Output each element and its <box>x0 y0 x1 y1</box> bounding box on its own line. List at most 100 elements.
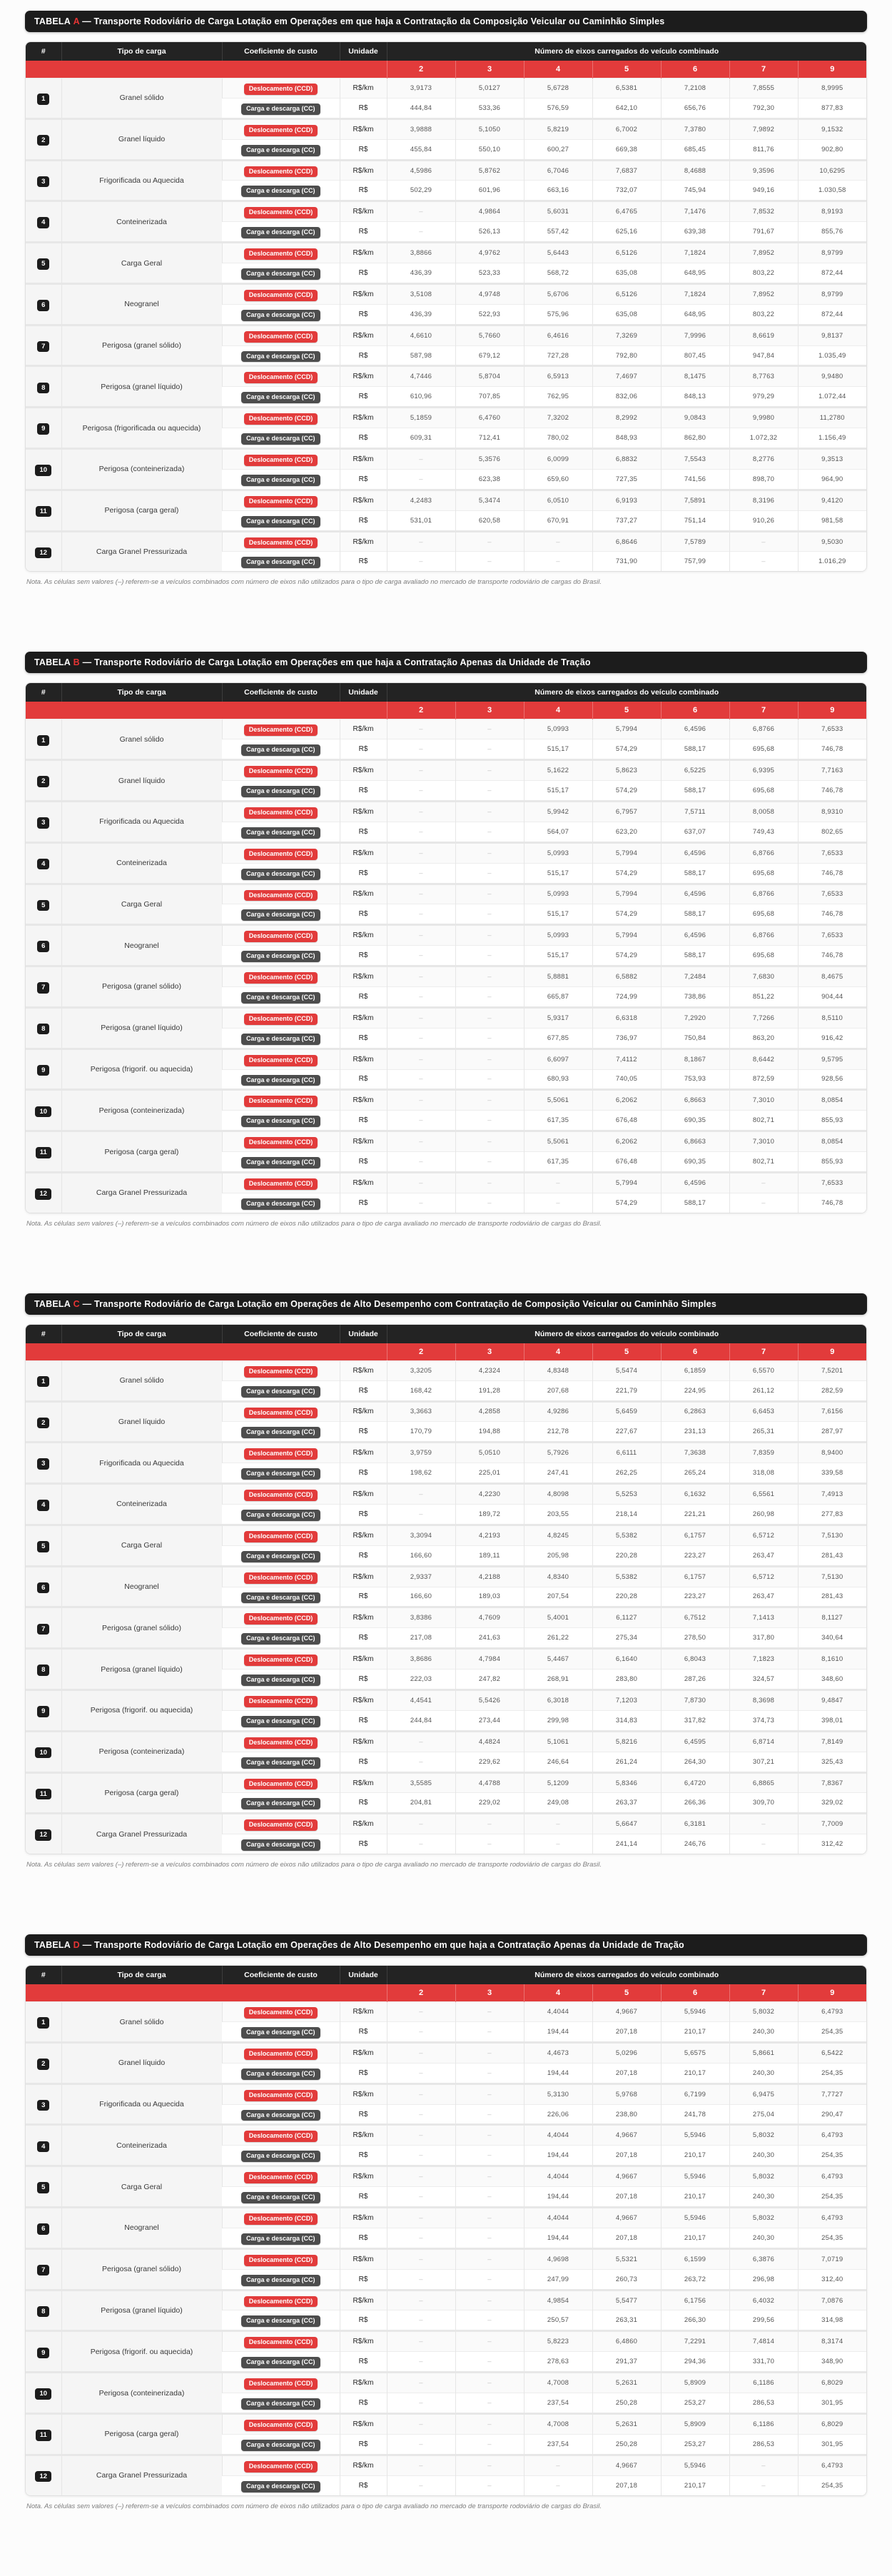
ccd-value: 6,5422 <box>797 2041 866 2064</box>
ccd-value: – <box>729 1812 798 1834</box>
cc-value: 695,68 <box>729 780 798 802</box>
cc-badge: Carga e descarga (CC) <box>240 433 320 445</box>
ccd-badge: Deslocamento (CCD) <box>243 2378 318 2390</box>
col-header-number: # <box>26 42 61 61</box>
cc-value: 314,83 <box>592 1709 661 1732</box>
ccd-value: 5,5253 <box>592 1483 661 1505</box>
ccd-value: – <box>386 1171 455 1193</box>
cc-value: 642,10 <box>592 97 661 119</box>
cc-value: 261,22 <box>523 1627 592 1649</box>
ccd-value: 5,0510 <box>455 1441 524 1463</box>
ccd-value: – <box>455 2247 524 2270</box>
ccd-value: 4,4673 <box>523 2041 592 2064</box>
ccd-value: 7,5891 <box>660 488 729 511</box>
cc-value: 296,98 <box>729 2268 798 2290</box>
coefficient-cell: Carga e descarga (CC) <box>222 1627 340 1649</box>
cc-value: 194,44 <box>523 2021 592 2043</box>
ccd-value: 3,5108 <box>386 282 455 305</box>
coefficient-cell: Deslocamento (CCD) <box>221 1006 340 1029</box>
cc-badge: Carga e descarga (CC) <box>240 744 320 757</box>
cc-value: – <box>455 1834 524 1854</box>
cc-value: 757,99 <box>660 551 729 572</box>
ccd-value: – <box>455 719 524 739</box>
cc-value: 656,76 <box>660 97 729 119</box>
table-row-ccd: 11 Perigosa (carga geral) Deslocamento (… <box>26 488 866 532</box>
axle-count-9: 9 <box>797 1984 866 2002</box>
cargo-type-label: Perigosa (conteinerizada) <box>61 2371 222 2414</box>
unit-label-km: R$/km <box>339 530 387 552</box>
ccd-badge: Deslocamento (CCD) <box>243 1448 318 1460</box>
pricing-table: # Tipo de carga Coeficiente de custo Uni… <box>26 1324 866 1854</box>
cc-value: 231,13 <box>660 1421 729 1443</box>
cc-value: 862,80 <box>660 428 729 449</box>
cc-value: 502,29 <box>386 180 455 201</box>
row-number-cell: 12 <box>26 530 61 572</box>
cargo-type-label: Perigosa (granel sólido) <box>61 2247 222 2290</box>
unit-label-km: R$/km <box>339 1565 387 1587</box>
cc-badge: Carga e descarga (CC) <box>240 2151 320 2163</box>
coefficient-cell: Deslocamento (CCD) <box>221 1171 340 1193</box>
cargo-type-label: Perigosa (frigorif. ou aquecida) <box>61 1047 222 1090</box>
cc-value: 623,20 <box>592 821 661 843</box>
cargo-type-label: Perigosa (carga geral) <box>61 2412 222 2455</box>
cc-badge: Carga e descarga (CC) <box>240 786 320 797</box>
cc-value: – <box>455 1069 524 1090</box>
row-number-badge: 8 <box>37 382 50 394</box>
cc-value: 220,28 <box>592 1545 661 1567</box>
ccd-value: 8,3698 <box>729 1689 798 1711</box>
ccd-value: 5,9768 <box>592 2082 661 2105</box>
cc-value: 229,02 <box>455 1792 524 1814</box>
row-number-badge: 4 <box>37 1500 50 1511</box>
ccd-value: 8,9995 <box>797 78 866 99</box>
ccd-value: 3,9759 <box>386 1441 455 1463</box>
ccd-value: 6,8663 <box>660 1089 729 1111</box>
row-number-cell: 11 <box>26 1771 61 1814</box>
coefficient-cell: Deslocamento (CCD) <box>221 1606 340 1628</box>
ccd-badge: Deslocamento (CCD) <box>243 495 318 507</box>
unit-label-km: R$/km <box>339 1606 387 1628</box>
cc-value: 522,93 <box>455 303 524 325</box>
cc-value: 670,91 <box>523 510 592 532</box>
ccd-value: 5,6647 <box>592 1812 661 1834</box>
ccd-value: 9,5795 <box>797 1047 866 1070</box>
cc-badge: Carga e descarga (CC) <box>240 2398 320 2410</box>
cc-value: 207,18 <box>592 2475 661 2495</box>
row-number-badge: 1 <box>37 734 50 747</box>
cc-value: – <box>386 1151 455 1173</box>
row-number-badge: 7 <box>37 1623 50 1635</box>
cc-value: 254,35 <box>797 2475 866 2495</box>
coefficient-cell: Deslocamento (CCD) <box>221 1360 340 1381</box>
table-row-cc: Carga e descarga (CC) R$ 444,84 533,36 5… <box>26 97 866 119</box>
ccd-badge: Deslocamento (CCD) <box>243 1778 318 1790</box>
cc-value: – <box>386 739 455 760</box>
ccd-value: 6,1757 <box>660 1523 729 1546</box>
cc-badge: Carga e descarga (CC) <box>240 2192 320 2204</box>
ccd-value: – <box>386 2288 455 2310</box>
cc-value: 254,35 <box>797 2145 866 2166</box>
row-number-badge: 5 <box>37 899 50 911</box>
cargo-type-label: Granel sólido <box>61 78 222 119</box>
ccd-value: 6,4720 <box>660 1771 729 1793</box>
table-row-ccd: 5 Carga Geral Deslocamento (CCD) R$/km 3… <box>26 1523 866 1567</box>
ccd-value: – <box>386 200 455 222</box>
cc-value: 635,08 <box>592 303 661 325</box>
cc-value: 210,17 <box>660 2145 729 2166</box>
table-row-ccd: 10 Perigosa (conteinerizada) Deslocament… <box>26 2371 866 2414</box>
ccd-value: 6,4860 <box>592 2330 661 2352</box>
cargo-type-label: Perigosa (granel sólido) <box>61 965 222 1008</box>
axle-count-3: 3 <box>455 1343 524 1361</box>
cc-value: 587,98 <box>386 345 455 366</box>
column-header-row: # Tipo de carga Coeficiente de custo Uni… <box>26 42 866 61</box>
ccd-value: 5,8219 <box>523 117 592 140</box>
cc-badge: Carga e descarga (CC) <box>240 2068 320 2080</box>
table-row-ccd: 2 Granel líquido Deslocamento (CCD) R$/k… <box>26 759 866 802</box>
table-row-ccd: 3 Frigorificada ou Aquecida Deslocamento… <box>26 2082 866 2125</box>
ccd-value: 6,8663 <box>660 1130 729 1152</box>
ccd-value: 5,8762 <box>455 158 524 181</box>
cc-value: 227,67 <box>592 1421 661 1443</box>
axle-count-5: 5 <box>592 1984 661 2002</box>
ccd-value: 5,7994 <box>592 1171 661 1193</box>
cc-value: 515,17 <box>523 739 592 760</box>
ccd-value: – <box>455 2412 524 2435</box>
ccd-value: 9,9480 <box>797 365 866 387</box>
